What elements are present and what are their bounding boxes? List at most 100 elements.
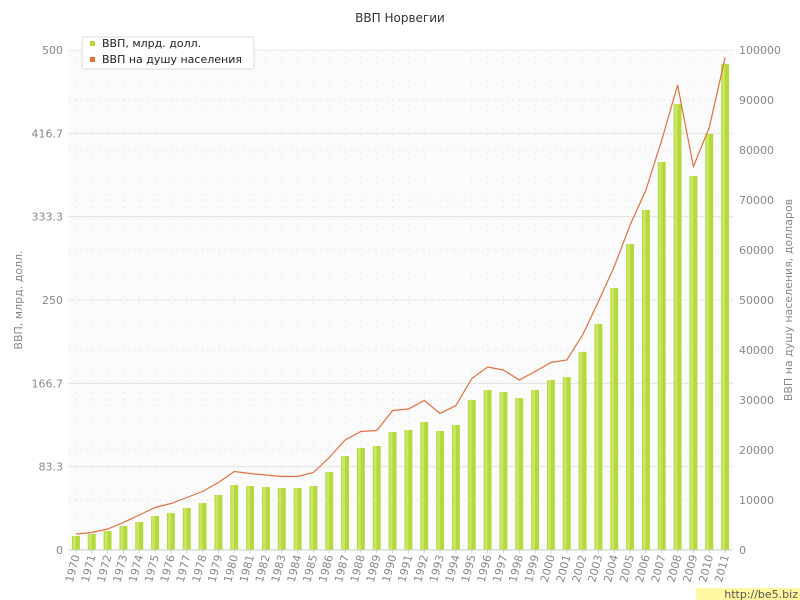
bar-highlight bbox=[72, 536, 76, 550]
bar bbox=[499, 392, 508, 550]
bar bbox=[420, 422, 429, 550]
bar-highlight bbox=[611, 288, 615, 550]
bar bbox=[626, 244, 635, 550]
bar bbox=[404, 430, 413, 550]
bar-highlight bbox=[563, 377, 567, 550]
y-tick-label: 83.3 bbox=[39, 461, 64, 474]
bar bbox=[356, 448, 365, 550]
bar-highlight bbox=[627, 244, 630, 550]
y2-tick-label: 90000 bbox=[739, 94, 774, 107]
bar-highlight bbox=[547, 380, 551, 550]
bar-series bbox=[71, 64, 730, 550]
watermark-text: http://be5.biz bbox=[724, 588, 798, 600]
bar-highlight bbox=[183, 508, 187, 550]
bar-highlight bbox=[658, 162, 662, 550]
bar-highlight bbox=[516, 398, 520, 550]
bar-highlight bbox=[136, 522, 140, 550]
y-tick-label: 416.7 bbox=[32, 127, 64, 140]
bar bbox=[641, 210, 650, 550]
bar bbox=[531, 390, 540, 550]
y2-tick-label: 0 bbox=[739, 544, 746, 557]
y-tick-label: 0 bbox=[56, 544, 63, 557]
bar bbox=[198, 503, 207, 550]
bar-highlight bbox=[310, 486, 314, 550]
bar bbox=[135, 522, 144, 550]
y2-tick-label: 70000 bbox=[739, 194, 774, 207]
y2-tick-label: 30000 bbox=[739, 394, 774, 407]
legend-swatch-gdp-per-capita bbox=[90, 57, 95, 62]
bar bbox=[483, 390, 492, 550]
chart-title: ВВП Норвегии bbox=[355, 11, 445, 25]
y-axis-ticks: 0 83.3 166.7 250 333.3 416.7 500 bbox=[32, 44, 64, 557]
bar-highlight bbox=[294, 488, 298, 550]
y-tick-label: 250 bbox=[42, 294, 63, 307]
bar bbox=[293, 488, 302, 550]
bar bbox=[610, 288, 619, 550]
y2-tick-label: 60000 bbox=[739, 244, 774, 257]
bar bbox=[657, 162, 666, 550]
bar bbox=[721, 64, 730, 550]
bar bbox=[87, 534, 96, 550]
y-tick-label: 500 bbox=[42, 44, 63, 57]
bar-highlight bbox=[215, 495, 219, 550]
bar bbox=[388, 432, 397, 550]
bar bbox=[182, 508, 191, 550]
bar bbox=[325, 472, 334, 550]
bar bbox=[246, 486, 255, 550]
bar-highlight bbox=[690, 176, 694, 550]
y-tick-label: 333.3 bbox=[32, 211, 64, 224]
bar-highlight bbox=[231, 485, 235, 550]
bar-highlight bbox=[357, 448, 361, 550]
bar-highlight bbox=[247, 486, 250, 550]
legend-box bbox=[81, 36, 255, 70]
per-capita-line bbox=[75, 57, 726, 535]
legend: ВВП, млрд. долл. ВВП на душу населения bbox=[81, 36, 255, 70]
bar-highlight bbox=[579, 352, 583, 550]
bar-highlight bbox=[532, 390, 535, 550]
bar-highlight bbox=[706, 134, 710, 550]
y-tick-label: 166.7 bbox=[32, 377, 64, 390]
watermark: http://be5.biz bbox=[696, 588, 800, 600]
bar bbox=[436, 431, 445, 550]
y2-tick-label: 50000 bbox=[739, 294, 774, 307]
bar-highlight bbox=[262, 487, 266, 550]
bar-highlight bbox=[468, 400, 472, 550]
bar bbox=[277, 488, 286, 550]
bar-highlight bbox=[484, 390, 488, 550]
bar bbox=[546, 380, 555, 550]
legend-swatch-gdp bbox=[90, 41, 95, 46]
bar bbox=[214, 495, 223, 550]
bar bbox=[467, 400, 476, 550]
bar-highlight bbox=[120, 526, 124, 550]
bar-highlight bbox=[437, 431, 440, 550]
legend-label-gdp-per-capita: ВВП на душу населения bbox=[102, 53, 242, 66]
bar-highlight bbox=[595, 324, 599, 550]
bar-highlight bbox=[199, 503, 203, 550]
y2-tick-label: 80000 bbox=[739, 144, 774, 157]
bar-highlight bbox=[167, 513, 171, 550]
bar bbox=[451, 425, 460, 550]
bar-highlight bbox=[373, 446, 377, 550]
line-series bbox=[75, 57, 726, 535]
bar bbox=[594, 324, 603, 550]
bar-highlight bbox=[405, 430, 409, 550]
bar bbox=[372, 446, 381, 550]
grid bbox=[68, 49, 733, 550]
bar bbox=[119, 526, 128, 550]
bar-highlight bbox=[674, 104, 678, 550]
bar-highlight bbox=[421, 422, 425, 550]
bar-highlight bbox=[152, 516, 155, 550]
y2-tick-label: 20000 bbox=[739, 444, 774, 457]
bar-highlight bbox=[88, 534, 92, 550]
bar-highlight bbox=[452, 425, 456, 550]
bar-highlight bbox=[278, 488, 282, 550]
bar bbox=[515, 398, 524, 550]
y-axis-title: ВВП, млрд. долл. bbox=[12, 250, 25, 349]
bar bbox=[103, 531, 112, 550]
bar-highlight bbox=[326, 472, 330, 550]
y2-tick-label: 10000 bbox=[739, 494, 774, 507]
bar bbox=[166, 513, 175, 550]
x-axis-ticks: 1970197119721973197419751976197719781979… bbox=[63, 550, 732, 584]
bar bbox=[562, 377, 571, 550]
